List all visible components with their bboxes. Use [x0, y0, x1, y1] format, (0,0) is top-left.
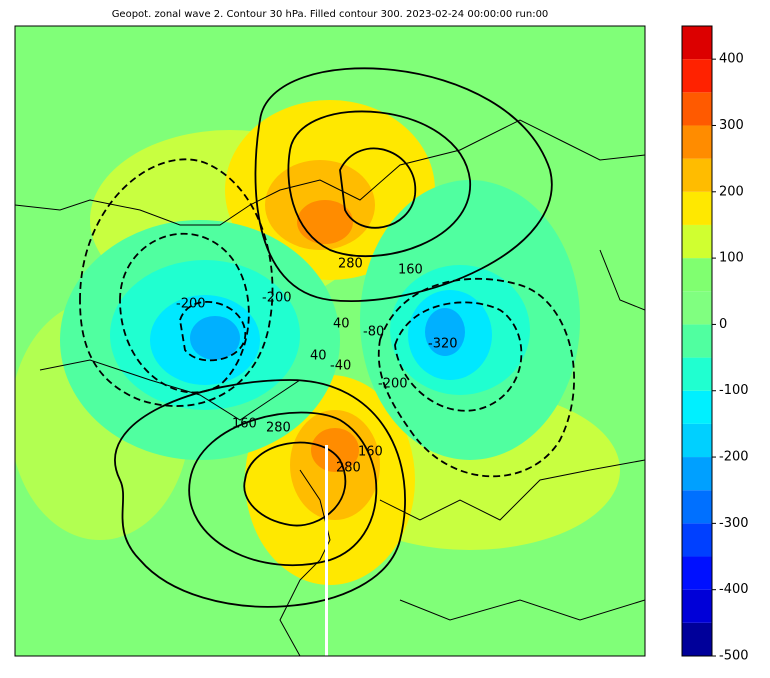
contour-label: 280 [336, 461, 361, 476]
contour-label: -320 [428, 337, 458, 352]
contour-label: -80 [363, 325, 384, 340]
contour-label: -200 [176, 297, 206, 312]
colorbar-band [682, 324, 712, 358]
map [15, 26, 645, 656]
contour-label: -40 [330, 359, 351, 374]
contour-label: 280 [266, 421, 291, 436]
colorbar-band [682, 59, 712, 93]
colorbar-tick-label: 400 [719, 52, 744, 67]
colorbar-tick-label: -200 [719, 450, 749, 465]
colorbar-band [682, 423, 712, 458]
colorbar-band [682, 622, 712, 656]
colorbar-tick-label: 100 [719, 251, 744, 266]
contour-label: 160 [358, 445, 383, 460]
contour-labels: 280 160 40 -80 -200 -320 40 -40 -200 160… [176, 257, 458, 476]
colorbar-band [682, 291, 712, 325]
colorbar-band [682, 357, 712, 391]
colorbar-tick-label: -400 [719, 582, 749, 597]
contour-label: 160 [232, 417, 257, 432]
colorbar-band [682, 224, 712, 259]
colorbar-tick-label: -100 [719, 383, 749, 398]
colorbar-band [682, 589, 712, 623]
colorbar-tick-label: -500 [719, 649, 749, 664]
colorbar-band [682, 158, 712, 192]
colorbar-frame [681, 25, 713, 657]
colorbar-band [682, 490, 712, 524]
map-frame [14, 25, 646, 657]
colorbar-band [682, 390, 712, 424]
colorbar-band [682, 258, 712, 292]
contour-label: 40 [333, 317, 350, 332]
colorbar-band [682, 457, 712, 491]
colorbar-tick-label: 300 [719, 118, 744, 133]
contour-label: -200 [262, 291, 292, 306]
colorbar-tick-label: 0 [719, 317, 727, 332]
colorbar-band [682, 92, 712, 126]
colorbar-band [682, 125, 712, 159]
colorbar-tick-label: 200 [719, 184, 744, 199]
colorbar-band [682, 26, 712, 60]
colorbar-band [682, 523, 712, 557]
colorbar-band [682, 191, 712, 225]
colorbar: -500 -400 -300 -200 -100 0 100 200 300 400 [681, 25, 749, 664]
contour-label: 40 [310, 349, 327, 364]
title: Geopot. zonal wave 2. Contour 30 hPa. Fi… [112, 9, 549, 20]
contour-label: 280 [338, 257, 363, 272]
colorbar-band [682, 556, 712, 590]
colorbar-tick-label: -300 [719, 516, 749, 531]
contour-label: -200 [378, 377, 408, 392]
contour-label: 160 [398, 263, 423, 278]
